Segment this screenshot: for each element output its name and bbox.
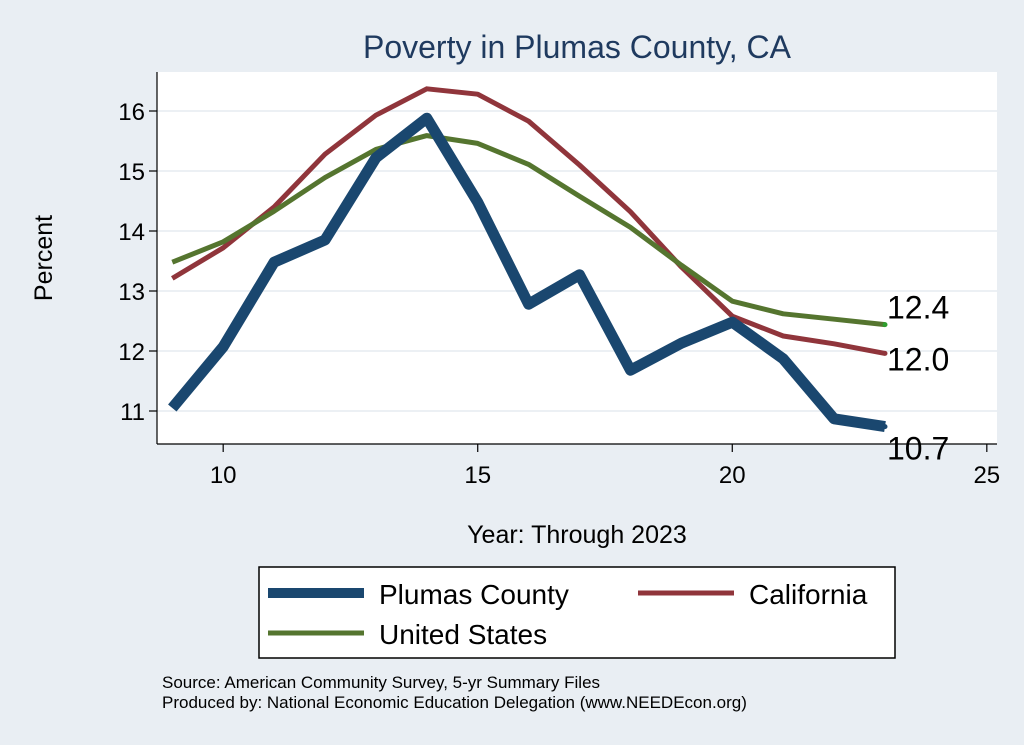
y-tick-label: 14 [118,219,145,246]
y-axis-label: Percent [30,215,58,301]
producer-note: Produced by: National Economic Education… [162,693,747,712]
x-tick-label: 15 [464,462,491,489]
gridlines [157,110,997,412]
y-tick-label: 12 [118,339,145,366]
end-dot-california [882,350,888,356]
legend: Plumas County California United States [258,566,896,659]
chart-title: Poverty in Plumas County, CA [363,29,792,65]
x-tick-label: 10 [210,462,237,489]
x-tick-label: 25 [973,462,1000,489]
legend-box [258,566,896,659]
legend-label-california: California [749,579,868,610]
series-lines [168,86,886,433]
end-label-united-states: 12.4 [887,290,949,326]
series-line-plumas-county [168,112,886,433]
y-axis-ticks: 11 12 13 14 15 16 [118,99,157,426]
y-tick-label: 11 [120,399,145,426]
y-tick-label: 13 [118,279,145,306]
y-tick-label: 15 [118,159,145,186]
y-tick-label: 16 [118,99,145,126]
legend-label-us: United States [379,619,547,650]
x-axis-ticks: 10 15 20 25 [210,444,1000,489]
axes [156,72,997,445]
end-label-california: 12.0 [887,341,949,377]
source-note: Source: American Community Survey, 5-yr … [162,673,600,692]
end-label-plumas-county: 10.7 [887,431,949,467]
x-tick-label: 20 [719,462,746,489]
series-line-california [171,86,886,356]
legend-label-plumas: Plumas County [379,579,569,610]
series-line-united-states [171,133,886,328]
x-axis-label: Year: Through 2023 [467,521,687,549]
end-labels: 10.7 12.0 12.4 [882,290,949,467]
end-dot-united-states [882,322,888,328]
end-dot-plumas-county [882,424,888,430]
